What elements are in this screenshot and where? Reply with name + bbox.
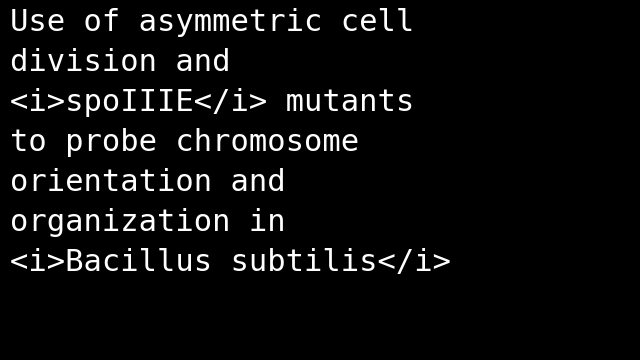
Text: <i>spoIIIE</i> mutants: <i>spoIIIE</i> mutants xyxy=(10,88,414,117)
Text: to probe chromosome: to probe chromosome xyxy=(10,128,359,157)
Text: division and: division and xyxy=(10,48,230,77)
Text: <i>Bacillus subtilis</i>: <i>Bacillus subtilis</i> xyxy=(10,248,451,277)
Text: Use of asymmetric cell: Use of asymmetric cell xyxy=(10,8,414,37)
Text: orientation and: orientation and xyxy=(10,168,285,197)
Text: organization in: organization in xyxy=(10,208,285,237)
